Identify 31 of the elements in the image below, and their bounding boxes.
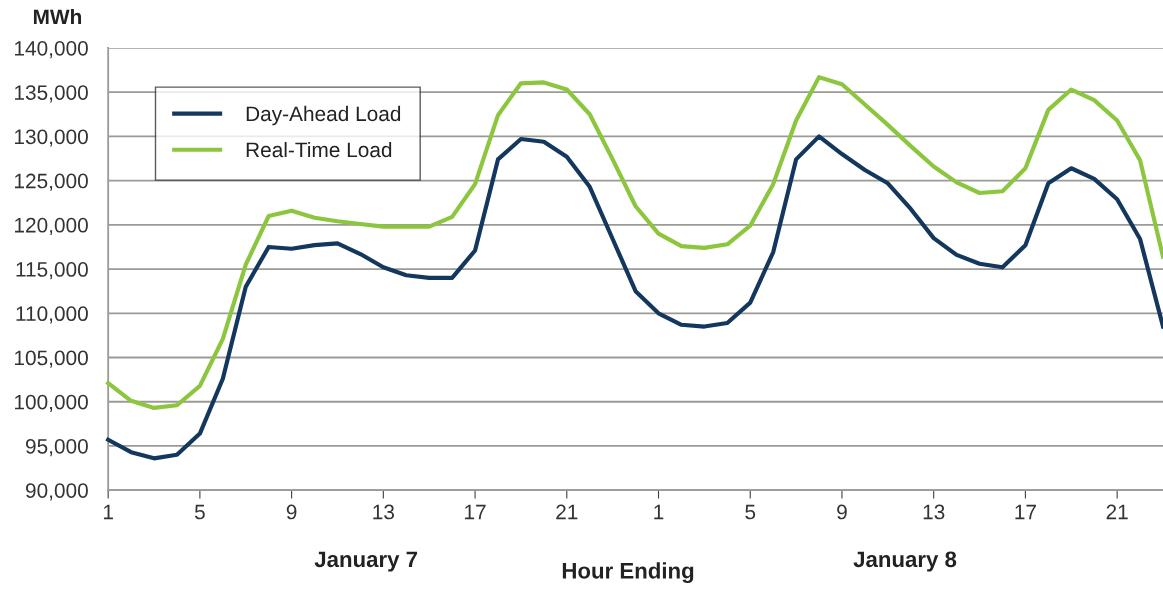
y-tick-label: 130,000 <box>15 129 88 147</box>
y-tick-label: 120,000 <box>15 217 88 236</box>
y-tick-label: 105,000 <box>15 350 88 368</box>
y-tick-label: 135,000 <box>15 85 88 103</box>
y-tick-label: 100,000 <box>15 394 88 412</box>
x-tick-label: 17 <box>1015 504 1036 520</box>
x-tick-label: 17 <box>465 504 486 520</box>
x-tick-label: 9 <box>837 504 847 520</box>
x-tick-label: 9 <box>286 504 297 520</box>
y-tick-label: 110,000 <box>16 306 88 324</box>
line-series <box>106 134 1163 461</box>
x-tick-label: 13 <box>373 504 395 520</box>
x-axis-title: Hour Ending <box>562 562 694 584</box>
text: January 7 <box>314 551 418 572</box>
legend-label: Day-Ahead Load <box>246 105 401 126</box>
y-axis-title: MWh <box>33 8 82 24</box>
y-tick-label: 115,000 <box>16 262 88 280</box>
x-tick-label: 1 <box>654 504 664 520</box>
x-tick-label: 5 <box>745 504 756 520</box>
x-tick-label: 21 <box>1106 504 1128 520</box>
y-tick-label: 140,000 <box>15 40 88 59</box>
x-tick-label: 21 <box>556 504 578 520</box>
x-tick-label: 13 <box>923 504 945 520</box>
x-tick-label: 1 <box>103 504 113 520</box>
y-tick-label: 125,000 <box>15 173 88 191</box>
legend-label: Real-Time Load <box>246 141 392 158</box>
line-series <box>106 75 1163 411</box>
y-tick-label: 90,000 <box>25 483 88 501</box>
x-tick-label: 5 <box>194 504 205 520</box>
text: January 8 <box>853 551 957 572</box>
y-tick-label: 95,000 <box>25 438 88 457</box>
